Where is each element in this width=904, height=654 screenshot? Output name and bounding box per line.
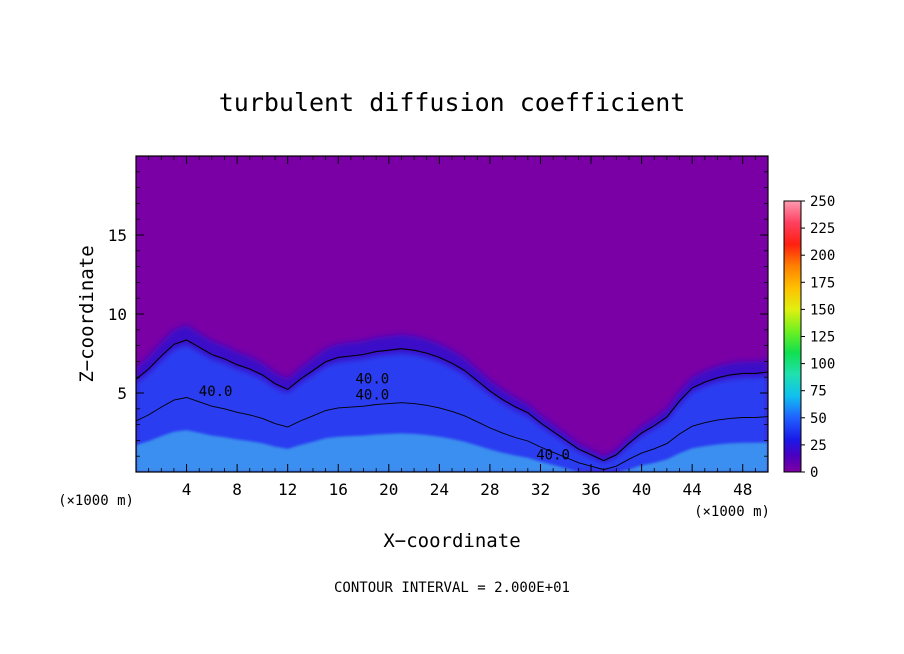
y-axis-label: Z−coordinate: [76, 245, 98, 382]
x-tick-label: 28: [480, 480, 499, 499]
heatmap-field: 40.040.040.040.0: [136, 156, 768, 472]
colorbar-tick-label: 50: [810, 411, 827, 427]
turbulent-layer: 40.040.040.040.0: [136, 325, 768, 472]
y-tick-label: 5: [117, 384, 127, 403]
y-tick-label: 10: [108, 305, 127, 324]
colorbar-tick-label: 125: [810, 330, 835, 346]
contour-interval-note: CONTOUR INTERVAL = 2.000E+01: [334, 580, 570, 596]
colorbar-tick-label: 175: [810, 275, 835, 291]
contour-label: 40.0: [356, 387, 390, 403]
x-unit-right: (×1000 m): [694, 504, 770, 520]
colorbar-tick-label: 100: [810, 357, 835, 373]
contour-label: 40.0: [199, 384, 233, 400]
x-tick-label: 48: [733, 480, 752, 499]
contour-line: [136, 339, 768, 472]
x-tick-label: 44: [683, 480, 702, 499]
y-tick-label: 15: [108, 226, 127, 245]
colorbar-tick-label: 225: [810, 221, 835, 237]
x-tick-label: 24: [430, 480, 449, 499]
y-axis: 5 10 15: [108, 171, 768, 457]
contour-line: [136, 397, 768, 472]
colorbar-ticks: 0 25 50 75 100 125 150 175 200 225 250: [801, 194, 835, 481]
colorbar-tick-label: 75: [810, 384, 827, 400]
x-axis: 4 8 12 16 20 24 28 32 36 40 44 48: [148, 156, 756, 499]
contour-label: 40.0: [356, 372, 390, 388]
x-tick-label: 32: [531, 480, 550, 499]
x-tick-label: 8: [232, 480, 242, 499]
contour-label: 40.0: [536, 447, 570, 463]
x-tick-label: 40: [632, 480, 651, 499]
colorbar-tick-label: 250: [810, 194, 835, 210]
colorbar-tick-label: 0: [810, 465, 818, 481]
field-band-high: [136, 430, 768, 472]
colorbar-tick-label: 200: [810, 248, 835, 264]
x-unit-left: (×1000 m): [58, 493, 134, 509]
x-tick-label: 4: [182, 480, 192, 499]
field-band-mid: [136, 344, 768, 472]
x-tick-label: 20: [379, 480, 398, 499]
chart-title: turbulent diffusion coefficient: [219, 88, 686, 117]
x-tick-label: 16: [329, 480, 348, 499]
x-tick-label: 36: [581, 480, 600, 499]
colorbar-tick-label: 150: [810, 302, 835, 318]
colorbar: 0 25 50 75 100 125 150 175 200 225 250: [783, 194, 835, 481]
colorbar-tick-label: 25: [810, 438, 827, 454]
colorbar-gradient: [783, 200, 802, 473]
x-tick-label: 12: [278, 480, 297, 499]
x-axis-label: X−coordinate: [383, 530, 520, 552]
